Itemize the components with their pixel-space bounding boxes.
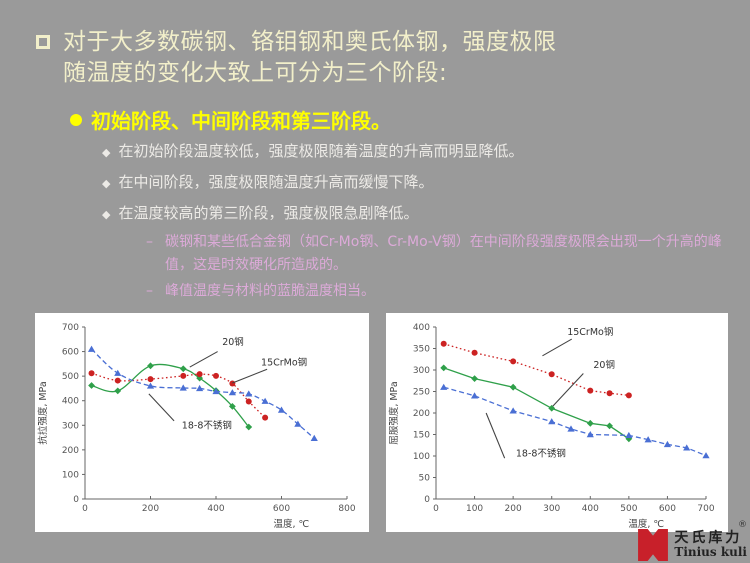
circle-bullet-icon <box>70 113 82 126</box>
logo-english-name: Tinius kuli <box>674 545 747 560</box>
diamond-bullet-icon: ◆ <box>102 177 111 190</box>
svg-text:100: 100 <box>62 470 79 480</box>
svg-text:150: 150 <box>413 431 430 441</box>
svg-text:600: 600 <box>659 504 676 514</box>
svg-text:200: 200 <box>505 504 522 514</box>
svg-text:温度, ℃: 温度, ℃ <box>273 518 309 530</box>
svg-text:700: 700 <box>62 323 79 333</box>
diamond-bullet-item: ◆ 在中间阶段，强度极限随温度升高而缓慢下降。 <box>102 171 523 192</box>
diamond-bullet-icon: ◆ <box>102 208 111 221</box>
registered-trademark-symbol: ® <box>738 520 747 530</box>
svg-text:屈服强度, MPa: 屈服强度, MPa <box>388 381 400 444</box>
svg-text:100: 100 <box>466 504 483 514</box>
logo-chinese-name: 天氏库力 <box>674 530 743 547</box>
square-bullet-icon <box>36 35 50 49</box>
bullet-text: 峰值温度与材料的蓝脆温度相当。 <box>165 283 375 299</box>
svg-text:20钢: 20钢 <box>593 359 615 371</box>
svg-text:400: 400 <box>207 504 224 514</box>
subtitle-text: 初始阶段、中间阶段和第三阶段。 <box>91 109 391 133</box>
svg-text:0: 0 <box>424 495 430 505</box>
diamond-bullet-item: ◆ 在初始阶段温度较低，强度极限随着温度的升高而明显降低。 <box>102 140 523 161</box>
svg-text:600: 600 <box>62 348 79 358</box>
svg-text:抗拉强度, MPa: 抗拉强度, MPa <box>37 381 49 444</box>
logo-text: 天氏库力 Tinius kuli <box>674 530 747 560</box>
svg-text:400: 400 <box>62 397 79 407</box>
bullet-text: 碳钢和某些低合金钢（如Cr-Mo钢、Cr-Mo-V钢）在中间阶段强度极限会出现一… <box>165 234 722 273</box>
dash-bullet-icon: – <box>146 234 153 250</box>
tensile-strength-chart: 0 200 400 600 800 0 100 200 300 400 500 600 700 抗拉强度,… <box>35 313 369 532</box>
svg-text:18-8不锈钢: 18-8不锈钢 <box>516 447 566 459</box>
svg-text:400: 400 <box>413 323 430 333</box>
svg-text:0: 0 <box>73 495 79 505</box>
svg-text:800: 800 <box>338 504 355 514</box>
diamond-bullet-item: ◆ 在温度较高的第三阶段，强度极限急剧降低。 <box>102 202 523 223</box>
svg-text:500: 500 <box>620 504 637 514</box>
svg-text:250: 250 <box>413 388 430 398</box>
svg-text:15CrMo钢: 15CrMo钢 <box>567 326 613 338</box>
svg-text:温度, ℃: 温度, ℃ <box>628 518 664 530</box>
subtitle-block: 初始阶段、中间阶段和第三阶段。 <box>70 105 391 134</box>
svg-text:600: 600 <box>273 504 290 514</box>
svg-text:350: 350 <box>413 345 430 355</box>
company-logo: ® 天氏库力 Tinius kuli <box>638 520 747 561</box>
svg-text:700: 700 <box>697 504 714 514</box>
svg-text:0: 0 <box>82 504 88 514</box>
svg-text:20钢: 20钢 <box>222 336 244 348</box>
diamond-bullet-icon: ◆ <box>102 146 111 159</box>
diamond-bullet-list: ◆ 在初始阶段温度较低，强度极限随着温度的升高而明显降低。 ◆ 在中间阶段，强度… <box>102 140 523 233</box>
dash-bullet-item: – 峰值温度与材料的蓝脆温度相当。 <box>146 280 726 303</box>
svg-text:300: 300 <box>62 421 79 431</box>
svg-text:300: 300 <box>413 366 430 376</box>
svg-text:400: 400 <box>582 504 599 514</box>
svg-text:200: 200 <box>413 409 430 419</box>
dash-bullet-item: – 碳钢和某些低合金钢（如Cr-Mo钢、Cr-Mo-V钢）在中间阶段强度极限会出… <box>146 231 726 277</box>
page-title: 对于大多数碳钢、铬钼钢和奥氏体钢，强度极限 随温度的变化大致上可分为三个阶段: <box>63 27 557 89</box>
bullet-text: 在温度较高的第三阶段，强度极限急剧降低。 <box>118 204 419 222</box>
svg-text:300: 300 <box>543 504 560 514</box>
dash-bullet-list: – 碳钢和某些低合金钢（如Cr-Mo钢、Cr-Mo-V钢）在中间阶段强度极限会出… <box>146 231 726 306</box>
logo-h-arrows-icon <box>638 529 669 561</box>
svg-text:18-8不锈钢: 18-8不锈钢 <box>182 419 232 431</box>
svg-text:100: 100 <box>413 452 430 462</box>
svg-text:200: 200 <box>142 504 159 514</box>
svg-text:15CrMo钢: 15CrMo钢 <box>261 356 307 368</box>
svg-text:200: 200 <box>62 446 79 456</box>
bullet-text: 在初始阶段温度较低，强度极限随着温度的升高而明显降低。 <box>118 142 524 160</box>
title-line-2: 随温度的变化大致上可分为三个阶段: <box>63 60 448 86</box>
svg-text:500: 500 <box>62 372 79 382</box>
svg-text:0: 0 <box>433 504 439 514</box>
bullet-text: 在中间阶段，强度极限随温度升高而缓慢下降。 <box>118 173 434 191</box>
yield-strength-chart: 0 100 200 300 400 500 600 700 0 50 100 150 200 250 300… <box>386 313 728 532</box>
title-line-1: 对于大多数碳钢、铬钼钢和奥氏体钢，强度极限 <box>63 29 557 55</box>
svg-text:50: 50 <box>419 474 431 484</box>
charts-row: 0 200 400 600 800 0 100 200 300 400 500 600 700 抗拉强度,… <box>35 313 728 532</box>
dash-bullet-icon: – <box>146 283 153 299</box>
title-block: 对于大多数碳钢、铬钼钢和奥氏体钢，强度极限 随温度的变化大致上可分为三个阶段: <box>36 27 557 89</box>
